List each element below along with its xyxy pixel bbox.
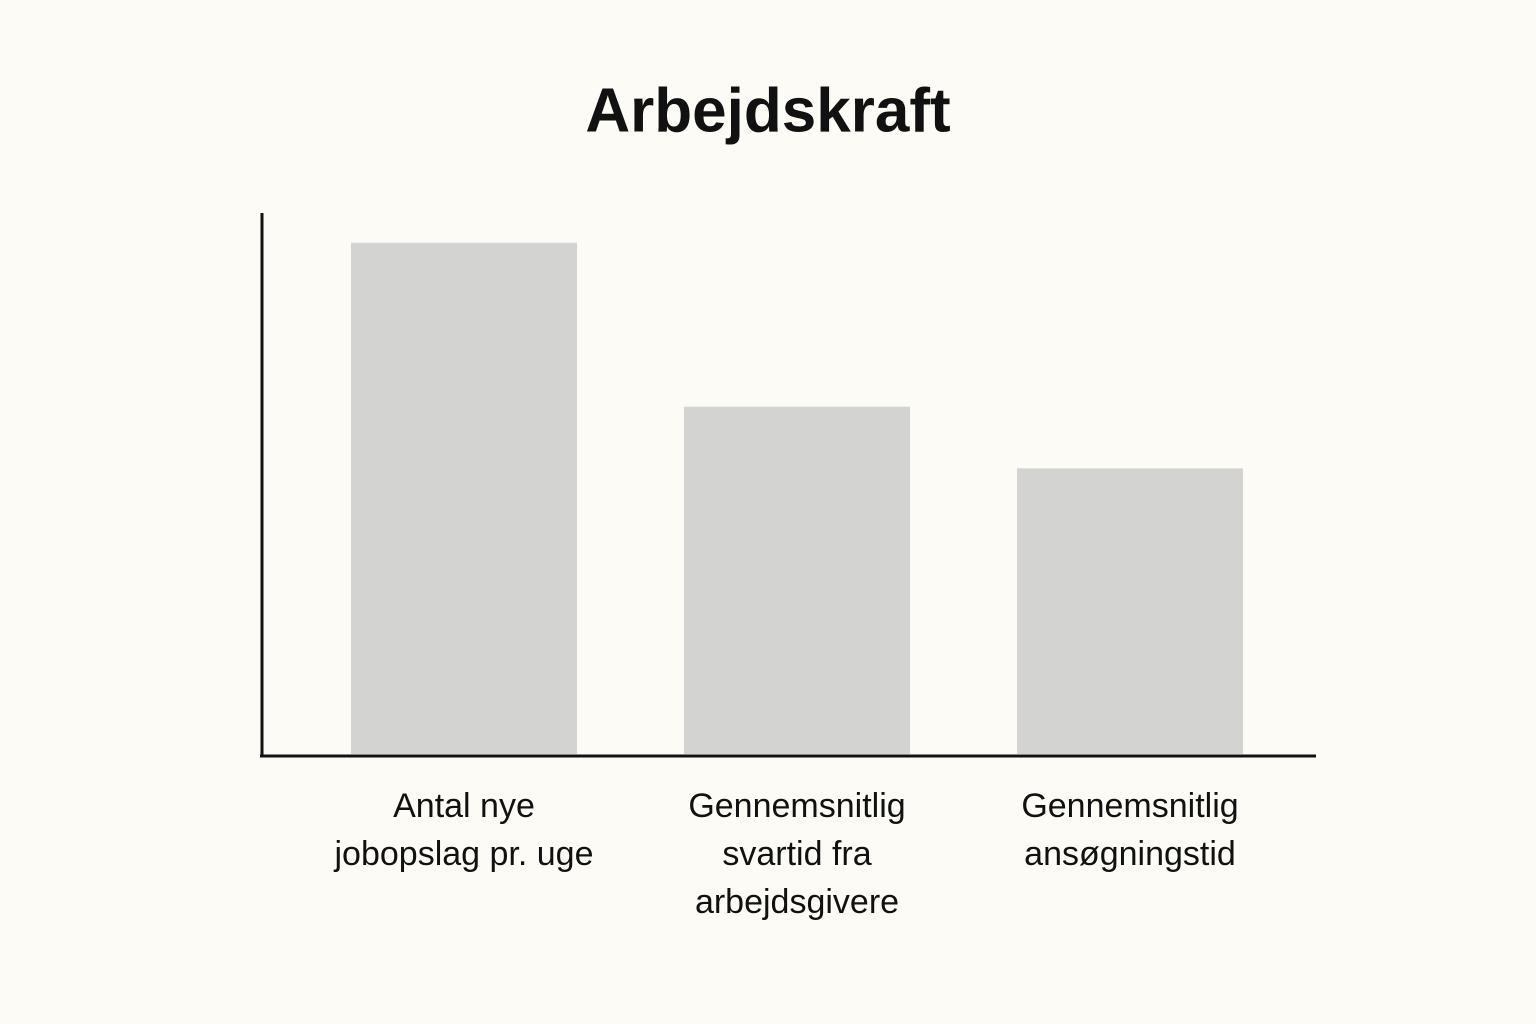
bar (684, 406, 910, 754)
x-tick-label-line: svartid fra (722, 835, 871, 873)
x-tick-label-line: arbejdsgivere (695, 883, 899, 921)
x-tick-label: Gennemsnitlig svartid fra arbejdsgivere (688, 787, 905, 921)
x-tick-label-line: ansøgningstid (1024, 835, 1236, 873)
chart-title: Arbejdskraft (585, 76, 950, 145)
x-tick-label-line: Gennemsnitlig (688, 787, 905, 825)
x-tick-label-line: jobopslag pr. uge (334, 835, 594, 873)
bar (351, 242, 577, 754)
bar (1017, 468, 1243, 754)
x-tick-label-line: Antal nye (393, 787, 535, 825)
x-tick-label: Gennemsnitlig ansøgningstid (1021, 787, 1238, 873)
x-tick-label-line: Gennemsnitlig (1021, 787, 1238, 825)
x-tick-label: Antal nye jobopslag pr. uge (334, 787, 594, 873)
